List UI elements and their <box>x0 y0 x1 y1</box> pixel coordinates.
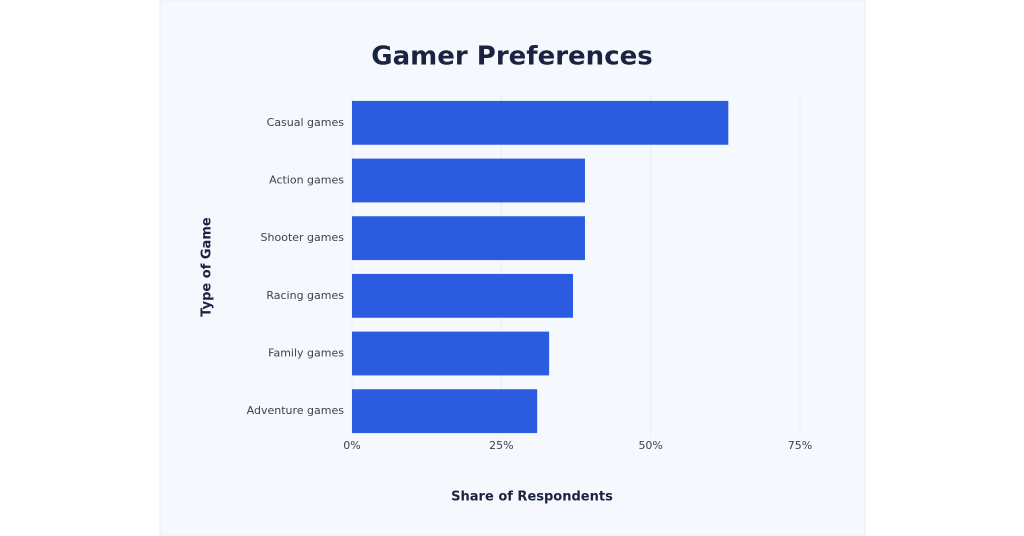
x-tick-label: 25% <box>489 439 513 452</box>
y-tick-label: Racing games <box>266 289 344 302</box>
bar <box>352 216 585 261</box>
y-axis-label: Type of Game <box>200 217 215 317</box>
y-tick-label: Action games <box>269 174 344 187</box>
bar <box>352 273 574 318</box>
bar <box>352 158 585 203</box>
bar <box>352 331 550 376</box>
x-axis-label: Share of Respondents <box>451 490 613 505</box>
y-tick-label: Adventure games <box>247 404 345 417</box>
y-tick-label: Casual games <box>267 116 345 129</box>
bar <box>352 389 538 434</box>
chart-title: Gamer Preferences <box>371 42 652 72</box>
y-tick-label: Shooter games <box>261 231 345 244</box>
y-tick-label: Family games <box>268 347 344 360</box>
card <box>159 0 866 536</box>
x-tick-label: 75% <box>788 439 812 452</box>
x-tick-label: 50% <box>638 439 662 452</box>
x-tick-label: 0% <box>343 439 360 452</box>
bar <box>352 100 729 145</box>
